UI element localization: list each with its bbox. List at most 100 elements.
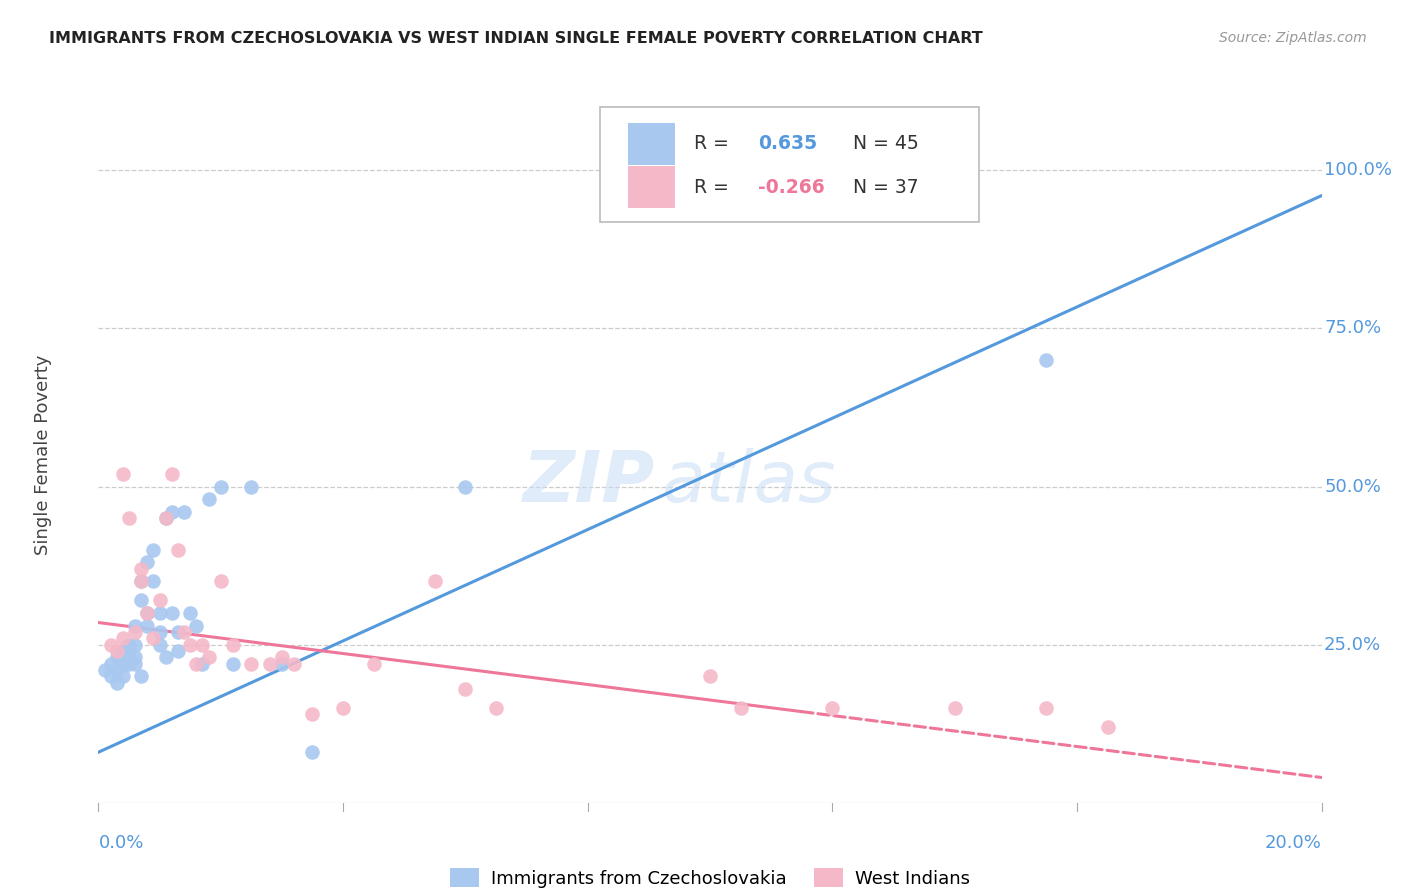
Point — [100, 638, 122, 652]
Point — [1097, 720, 1119, 734]
Point — [149, 593, 172, 607]
Point — [111, 467, 134, 481]
Point — [155, 511, 177, 525]
Point — [149, 638, 172, 652]
Point — [100, 669, 122, 683]
Point — [124, 625, 146, 640]
Text: -0.266: -0.266 — [758, 178, 824, 196]
Point — [301, 745, 323, 759]
Point — [240, 657, 263, 671]
Text: R =: R = — [695, 178, 735, 196]
Point — [118, 657, 141, 671]
Point — [186, 618, 208, 632]
Point — [160, 606, 183, 620]
Point — [191, 638, 214, 652]
Point — [129, 574, 152, 589]
Point — [699, 669, 721, 683]
Point — [105, 675, 128, 690]
Point — [155, 650, 177, 665]
Point — [209, 479, 232, 493]
Point — [136, 618, 159, 632]
Legend: Immigrants from Czechoslovakia, West Indians: Immigrants from Czechoslovakia, West Ind… — [443, 861, 977, 892]
Point — [105, 663, 128, 677]
Point — [111, 644, 134, 658]
Point — [136, 606, 159, 620]
Text: 20.0%: 20.0% — [1265, 834, 1322, 852]
Point — [173, 505, 195, 519]
Text: 50.0%: 50.0% — [1324, 477, 1381, 496]
Point — [118, 638, 141, 652]
Bar — [628, 166, 675, 208]
Point — [240, 479, 263, 493]
Point — [1035, 701, 1057, 715]
Text: 100.0%: 100.0% — [1324, 161, 1392, 179]
Point — [485, 701, 508, 715]
Text: 0.635: 0.635 — [758, 135, 817, 153]
Text: Source: ZipAtlas.com: Source: ZipAtlas.com — [1219, 31, 1367, 45]
Text: N = 45: N = 45 — [853, 135, 920, 153]
Point — [136, 556, 159, 570]
Point — [124, 638, 146, 652]
Point — [160, 505, 183, 519]
Point — [124, 618, 146, 632]
Point — [173, 625, 195, 640]
Point — [222, 638, 245, 652]
Point — [105, 644, 128, 658]
Point — [111, 657, 134, 671]
Point — [167, 625, 190, 640]
Point — [118, 650, 141, 665]
Text: IMMIGRANTS FROM CZECHOSLOVAKIA VS WEST INDIAN SINGLE FEMALE POVERTY CORRELATION : IMMIGRANTS FROM CZECHOSLOVAKIA VS WEST I… — [49, 31, 983, 46]
Text: atlas: atlas — [661, 449, 835, 517]
Point — [142, 574, 165, 589]
Point — [129, 669, 152, 683]
Point — [1035, 353, 1057, 368]
Point — [186, 657, 208, 671]
Point — [222, 657, 245, 671]
Point — [149, 606, 172, 620]
Point — [167, 542, 190, 557]
Point — [105, 650, 128, 665]
Point — [136, 606, 159, 620]
Text: 0.0%: 0.0% — [98, 834, 143, 852]
Point — [283, 657, 305, 671]
Point — [332, 701, 354, 715]
Point — [209, 574, 232, 589]
Text: R =: R = — [695, 135, 735, 153]
Point — [149, 625, 172, 640]
Point — [155, 511, 177, 525]
Point — [179, 638, 201, 652]
Point — [821, 701, 844, 715]
Point — [454, 681, 477, 696]
Point — [111, 632, 134, 646]
Point — [363, 657, 385, 671]
Text: Single Female Poverty: Single Female Poverty — [34, 355, 52, 555]
Point — [730, 701, 752, 715]
Point — [197, 650, 219, 665]
Point — [124, 657, 146, 671]
Text: ZIP: ZIP — [523, 449, 655, 517]
Point — [129, 574, 152, 589]
Point — [142, 542, 165, 557]
Point — [197, 492, 219, 507]
Point — [129, 562, 152, 576]
FancyBboxPatch shape — [600, 107, 979, 222]
Point — [100, 657, 122, 671]
Point — [270, 657, 292, 671]
Text: 75.0%: 75.0% — [1324, 319, 1381, 337]
Bar — [628, 123, 675, 165]
Point — [93, 663, 115, 677]
Text: 25.0%: 25.0% — [1324, 636, 1381, 654]
Point — [270, 650, 292, 665]
Point — [179, 606, 201, 620]
Point — [129, 593, 152, 607]
Text: N = 37: N = 37 — [853, 178, 918, 196]
Point — [111, 669, 134, 683]
Point — [142, 632, 165, 646]
Point — [259, 657, 281, 671]
Point — [118, 511, 141, 525]
Point — [167, 644, 190, 658]
Point — [301, 707, 323, 722]
Point — [124, 650, 146, 665]
Point — [943, 701, 966, 715]
Point — [160, 467, 183, 481]
